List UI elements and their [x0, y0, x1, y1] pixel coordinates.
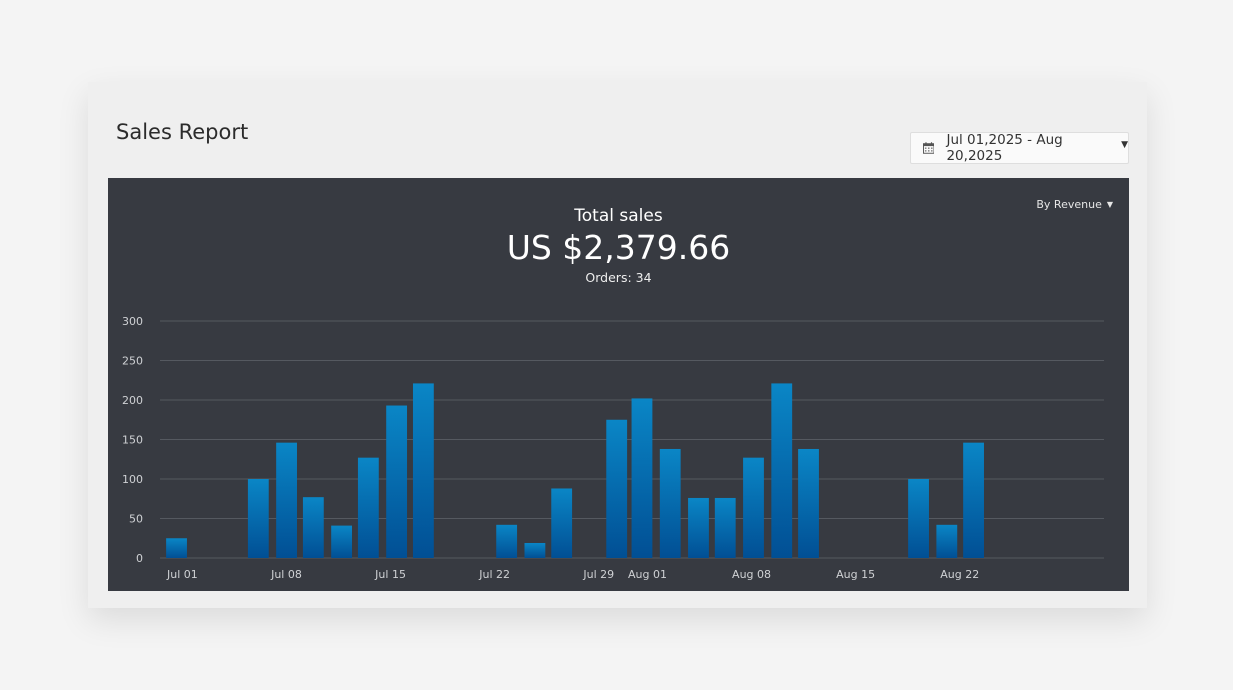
metric-dropdown-label: By Revenue — [1036, 198, 1102, 211]
bar — [963, 442, 984, 558]
x-tick-label: Jul 22 — [478, 568, 510, 581]
bar — [496, 524, 518, 558]
bar — [798, 448, 819, 558]
total-sales-value: US $2,379.66 — [506, 228, 731, 267]
y-tick-label: 0 — [136, 552, 143, 565]
bar — [743, 457, 764, 558]
page-title: Sales Report — [116, 120, 249, 144]
x-tick-label: Jul 08 — [270, 568, 302, 581]
bar — [386, 405, 408, 558]
bar — [659, 448, 681, 558]
orders-count: Orders: 34 — [585, 270, 652, 285]
bar — [302, 497, 324, 558]
bar — [247, 479, 269, 558]
caret-down-icon: ▼ — [1121, 140, 1128, 150]
bar — [936, 524, 958, 558]
x-tick-label: Jul 29 — [582, 568, 614, 581]
bar — [606, 419, 628, 558]
total-sales-label: Total sales — [574, 206, 663, 226]
bar — [908, 479, 929, 558]
y-tick-label: 250 — [122, 355, 143, 368]
bar — [276, 442, 297, 558]
y-tick-label: 100 — [122, 473, 143, 486]
calendar-icon — [923, 142, 935, 154]
x-tick-label: Jul 15 — [374, 568, 406, 581]
x-tick-label: Jul 01 — [166, 568, 198, 581]
y-tick-label: 50 — [129, 513, 143, 526]
x-tick-label: Aug 01 — [628, 568, 667, 581]
date-range-picker[interactable]: Jul 01,2025 - Aug 20,2025 ▼ — [910, 132, 1129, 164]
chart-panel: By Revenue ▼ Total sales US $2,379.66 Ord… — [108, 178, 1129, 591]
bar — [524, 542, 546, 558]
x-tick-label: Aug 22 — [940, 568, 979, 581]
caret-down-icon: ▼ — [1106, 200, 1113, 209]
metric-dropdown[interactable]: By Revenue ▼ — [1036, 198, 1113, 211]
bar — [357, 457, 379, 558]
bar — [688, 497, 709, 558]
y-tick-label: 150 — [122, 434, 143, 447]
date-range-label: Jul 01,2025 - Aug 20,2025 — [946, 132, 1063, 164]
y-tick-label: 300 — [122, 315, 143, 328]
sales-bar-chart: 0 50 100 150 200 250 300 Jul 01 Jul 08 Jul 15 Jul … — [122, 315, 1104, 581]
y-tick-label: 200 — [122, 394, 143, 407]
bar — [166, 538, 187, 558]
x-tick-label: Aug 08 — [732, 568, 771, 581]
bar — [771, 383, 793, 558]
bar — [551, 488, 573, 558]
bar — [412, 383, 434, 558]
x-tick-label: Aug 15 — [836, 568, 875, 581]
bar — [631, 398, 653, 558]
bar — [331, 525, 353, 558]
bar — [714, 497, 736, 558]
